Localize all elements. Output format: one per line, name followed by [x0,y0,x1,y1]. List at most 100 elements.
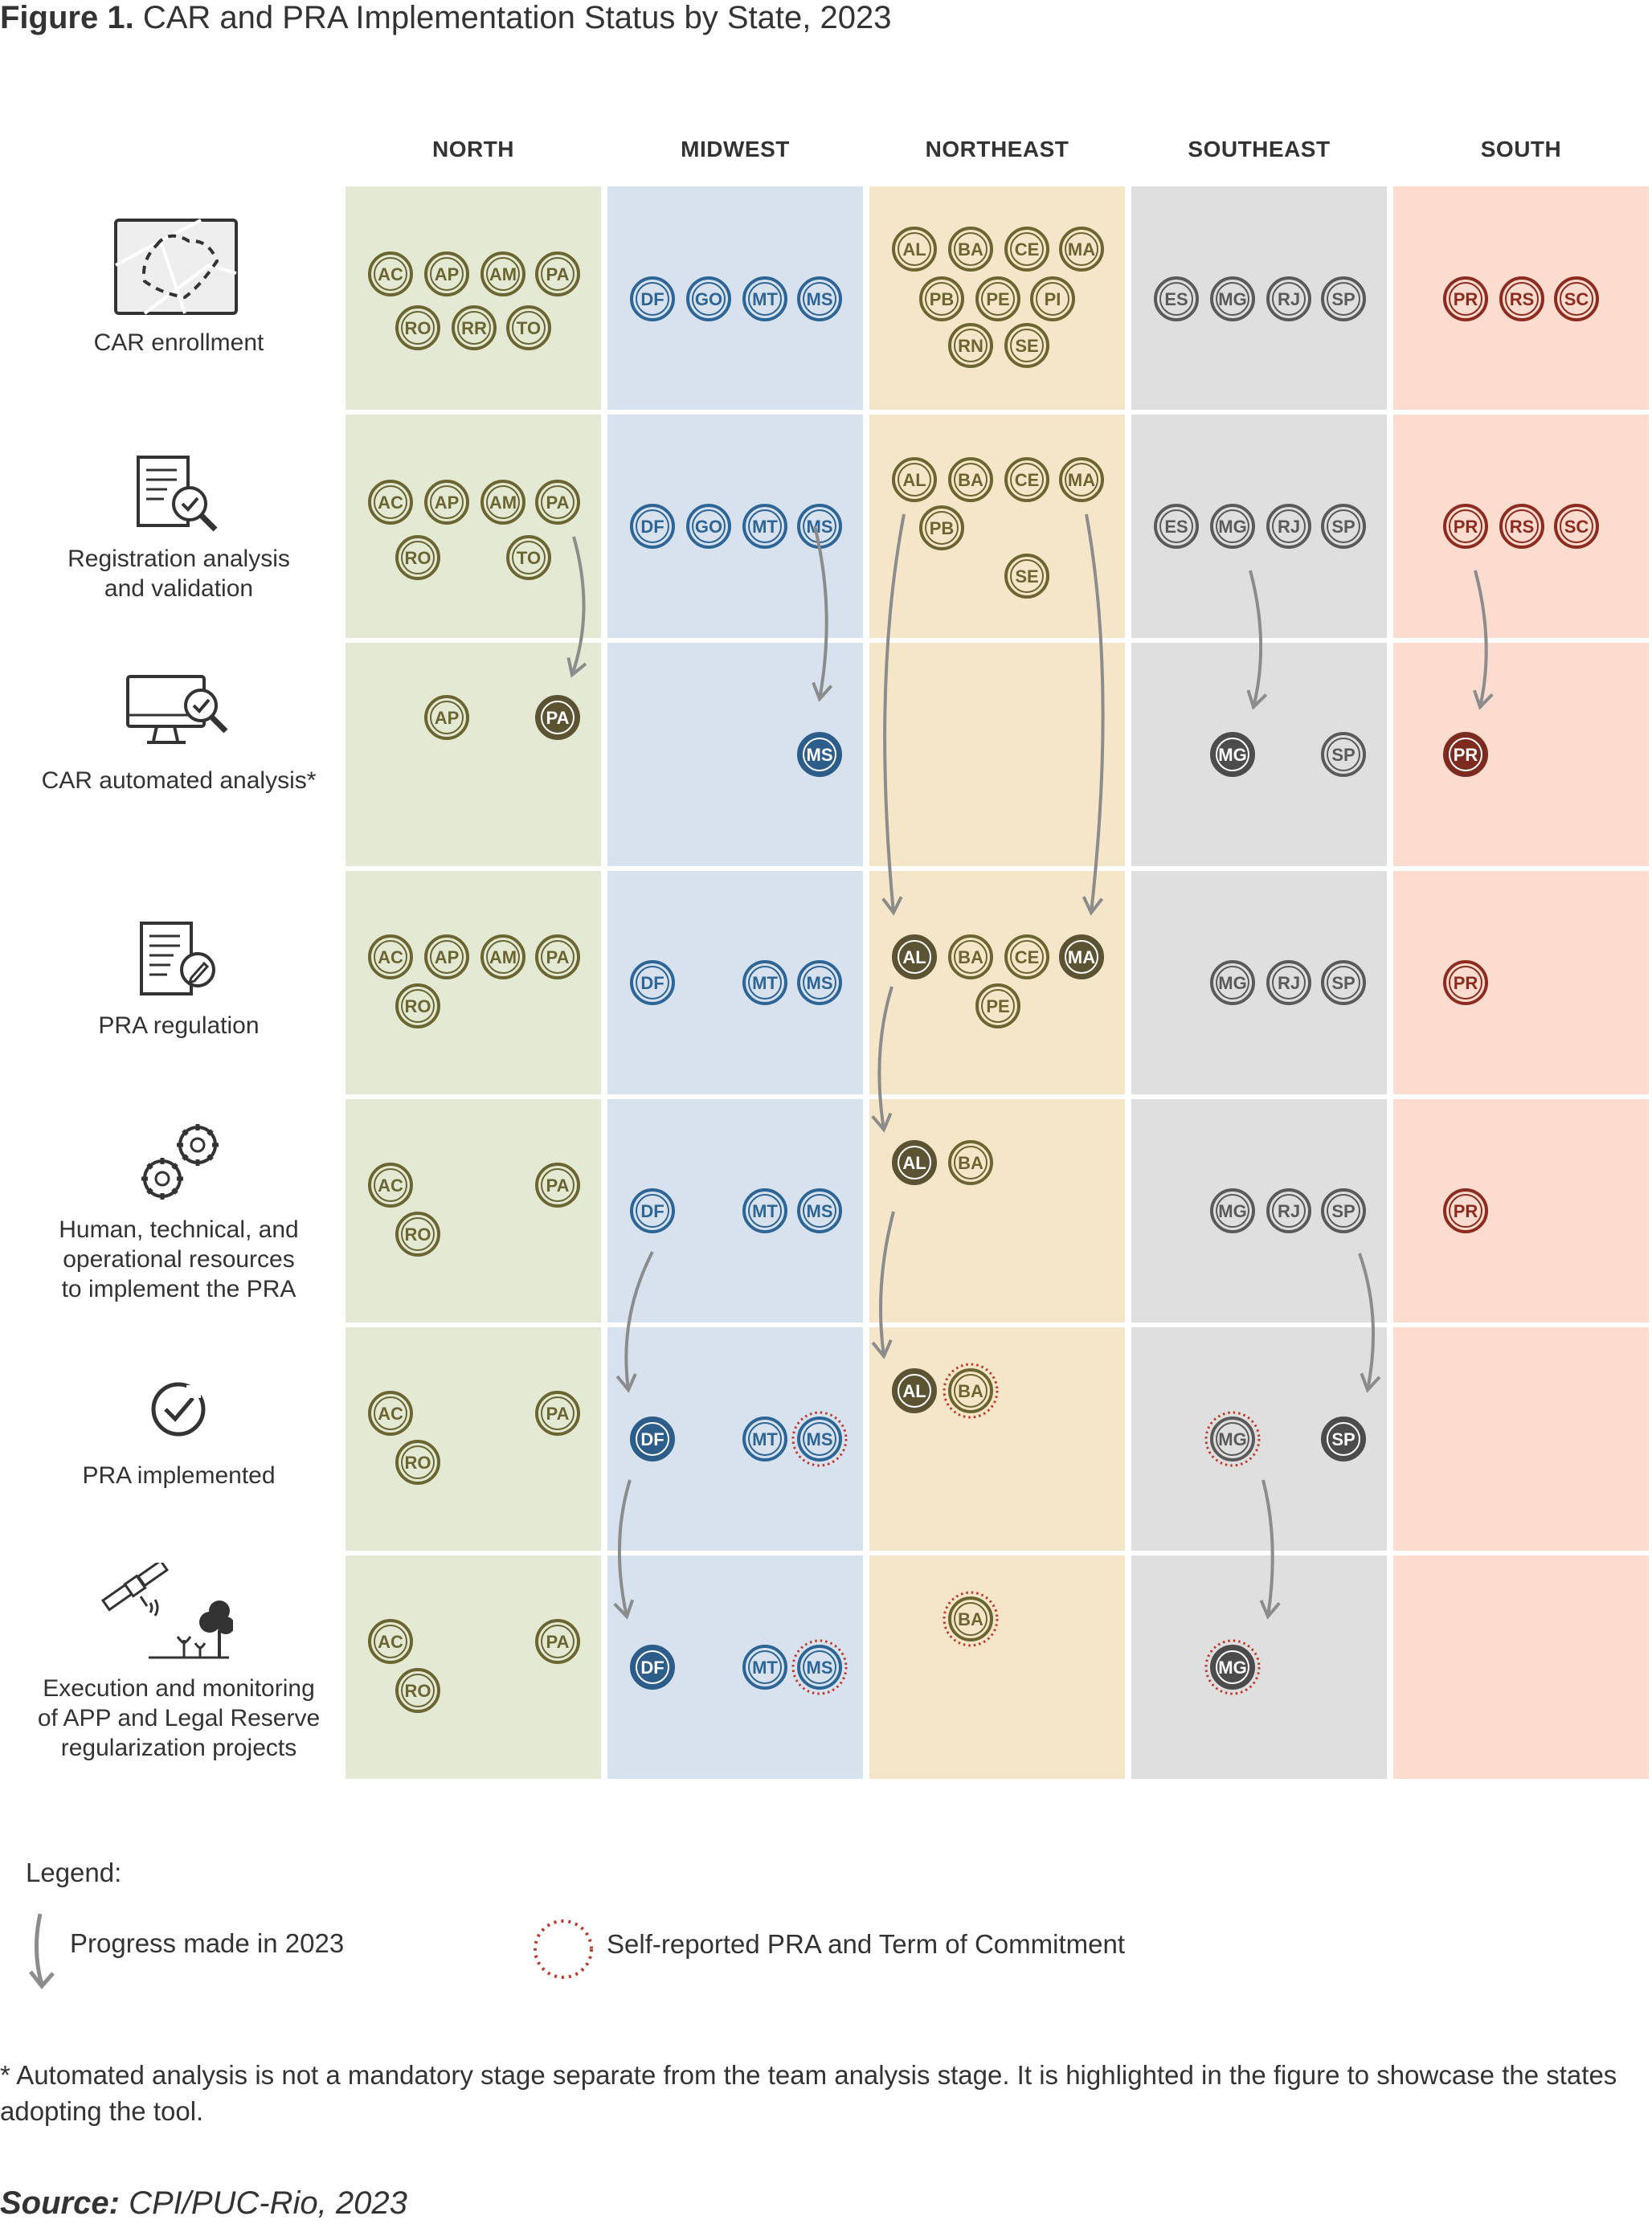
state-badge-ce: CE [1004,934,1049,979]
state-abbr-label: RN [958,336,983,356]
state-badge-ro: RO [395,535,440,580]
state-badge-df: DF [630,1188,675,1233]
state-badge-ap: AP [424,251,469,296]
state-badge-rs: RS [1499,276,1544,321]
state-badge-rj: RJ [1266,504,1311,549]
state-badge-mt: MT [742,276,787,321]
state-abbr-label: PE [986,996,1009,1016]
grid-cell [346,871,601,1094]
state-abbr-label: RS [1510,517,1535,537]
progress-arrow [570,536,586,676]
check-circle-icon [151,1382,206,1437]
state-abbr-label: MT [752,973,778,993]
state-badge-ac: AC [368,934,413,979]
state-badge-ba: BA [948,934,993,979]
state-abbr-label: DF [640,517,664,537]
state-badge-ms: MS [791,1639,848,1695]
state-badge-rj: RJ [1266,960,1311,1005]
state-abbr-label: DF [640,289,664,309]
state-abbr-label: SP [1331,745,1355,765]
state-abbr-label: AC [378,493,403,513]
grid-cell [1393,871,1649,1094]
state-abbr-label: PB [930,518,955,538]
state-badge-sc: SC [1554,276,1599,321]
progress-arrow [1261,1479,1274,1617]
state-badge-pa: PA [535,1391,580,1436]
state-badge-mg: MG [1210,504,1255,549]
state-badge-ba: BA [943,1363,999,1419]
state-abbr-label: MA [1068,947,1095,967]
state-abbr-label: RO [405,318,431,338]
state-abbr-label: AC [378,1175,403,1196]
state-abbr-label: MG [1218,1429,1246,1449]
stage-label: CAR automated analysis* [41,767,317,794]
progress-arrow [813,525,828,700]
region-header-midwest: MIDWEST [681,137,790,161]
state-abbr-label: BA [958,947,983,967]
state-badge-mg: MG [1210,1188,1255,1233]
state-abbr-label: BA [958,239,983,260]
state-badge-pa: PA [535,1619,580,1664]
state-badge-ap: AP [424,480,469,525]
state-badge-pb: PB [919,276,964,321]
state-badge-se: SE [1004,323,1049,368]
state-badge-mg: MG [1210,276,1255,321]
state-abbr-label: MT [752,1658,778,1678]
state-badge-ma: MA [1059,934,1104,979]
state-badge-pr: PR [1443,732,1488,777]
state-abbr-label: TO [517,318,541,338]
state-abbr-label: MG [1218,973,1246,993]
progress-arrow [1474,570,1488,708]
grid-cell [1393,1327,1649,1551]
state-badge-df: DF [630,1417,675,1461]
state-abbr-label: DF [640,1201,664,1221]
progress-arrow-head [871,1112,893,1133]
progress-arrow-head [881,896,903,916]
region-header-southeast: SOUTHEAST [1188,137,1331,161]
state-abbr-label: GO [695,289,722,309]
state-abbr-label: SP [1331,1201,1355,1221]
state-abbr-label: AM [489,264,517,284]
footnote: * Automated analysis is not a mandatory … [0,2060,1617,2126]
state-badge-mg: MG [1204,1411,1261,1467]
state-badge-sp: SP [1321,960,1366,1005]
state-abbr-label: RO [405,548,431,568]
state-badge-rj: RJ [1266,1188,1311,1233]
monitor-check-icon [126,675,228,744]
stage-label: PRA regulation [98,1012,260,1039]
progress-arrow-head [871,1339,893,1359]
map-boundary-icon [114,219,238,315]
gears-icon [141,1124,219,1200]
state-abbr-label: TO [517,548,541,568]
state-abbr-label: BA [958,1381,983,1401]
state-badge-df: DF [630,504,675,549]
state-abbr-label: DF [640,973,664,993]
state-abbr-label: RJ [1278,517,1300,537]
state-badge-al: AL [892,934,937,979]
legend-title: Legend: [26,1858,122,1887]
state-abbr-label: SE [1015,566,1038,587]
state-badge-pa: PA [535,934,580,979]
figure-title: Figure 1. CAR and PRA Implementation Sta… [0,0,891,36]
state-abbr-label: RJ [1278,973,1300,993]
state-badge-df: DF [630,276,675,321]
state-badge-sp: SP [1321,504,1366,549]
state-badge-ro: RO [395,983,440,1028]
state-badge-to: TO [506,305,551,350]
state-abbr-label: AC [378,1404,403,1424]
state-badge-al: AL [892,1140,937,1185]
legend-self-reported-label: Self-reported PRA and Term of Commitment [607,1929,1125,1959]
state-abbr-label: PA [546,947,570,967]
state-abbr-label: MT [752,1201,778,1221]
grid-cell [869,1099,1125,1322]
state-abbr-label: MS [807,973,833,993]
grid-cell [869,1556,1125,1779]
grid-cell [869,415,1125,638]
state-abbr-label: AL [902,470,926,490]
state-abbr-label: MA [1068,470,1095,490]
state-badge-ms: MS [797,1188,842,1233]
state-abbr-label: PR [1454,289,1478,309]
progress-arrow [1085,513,1105,914]
state-badge-ba: BA [943,1591,999,1647]
region-header-north: NORTH [431,137,515,161]
